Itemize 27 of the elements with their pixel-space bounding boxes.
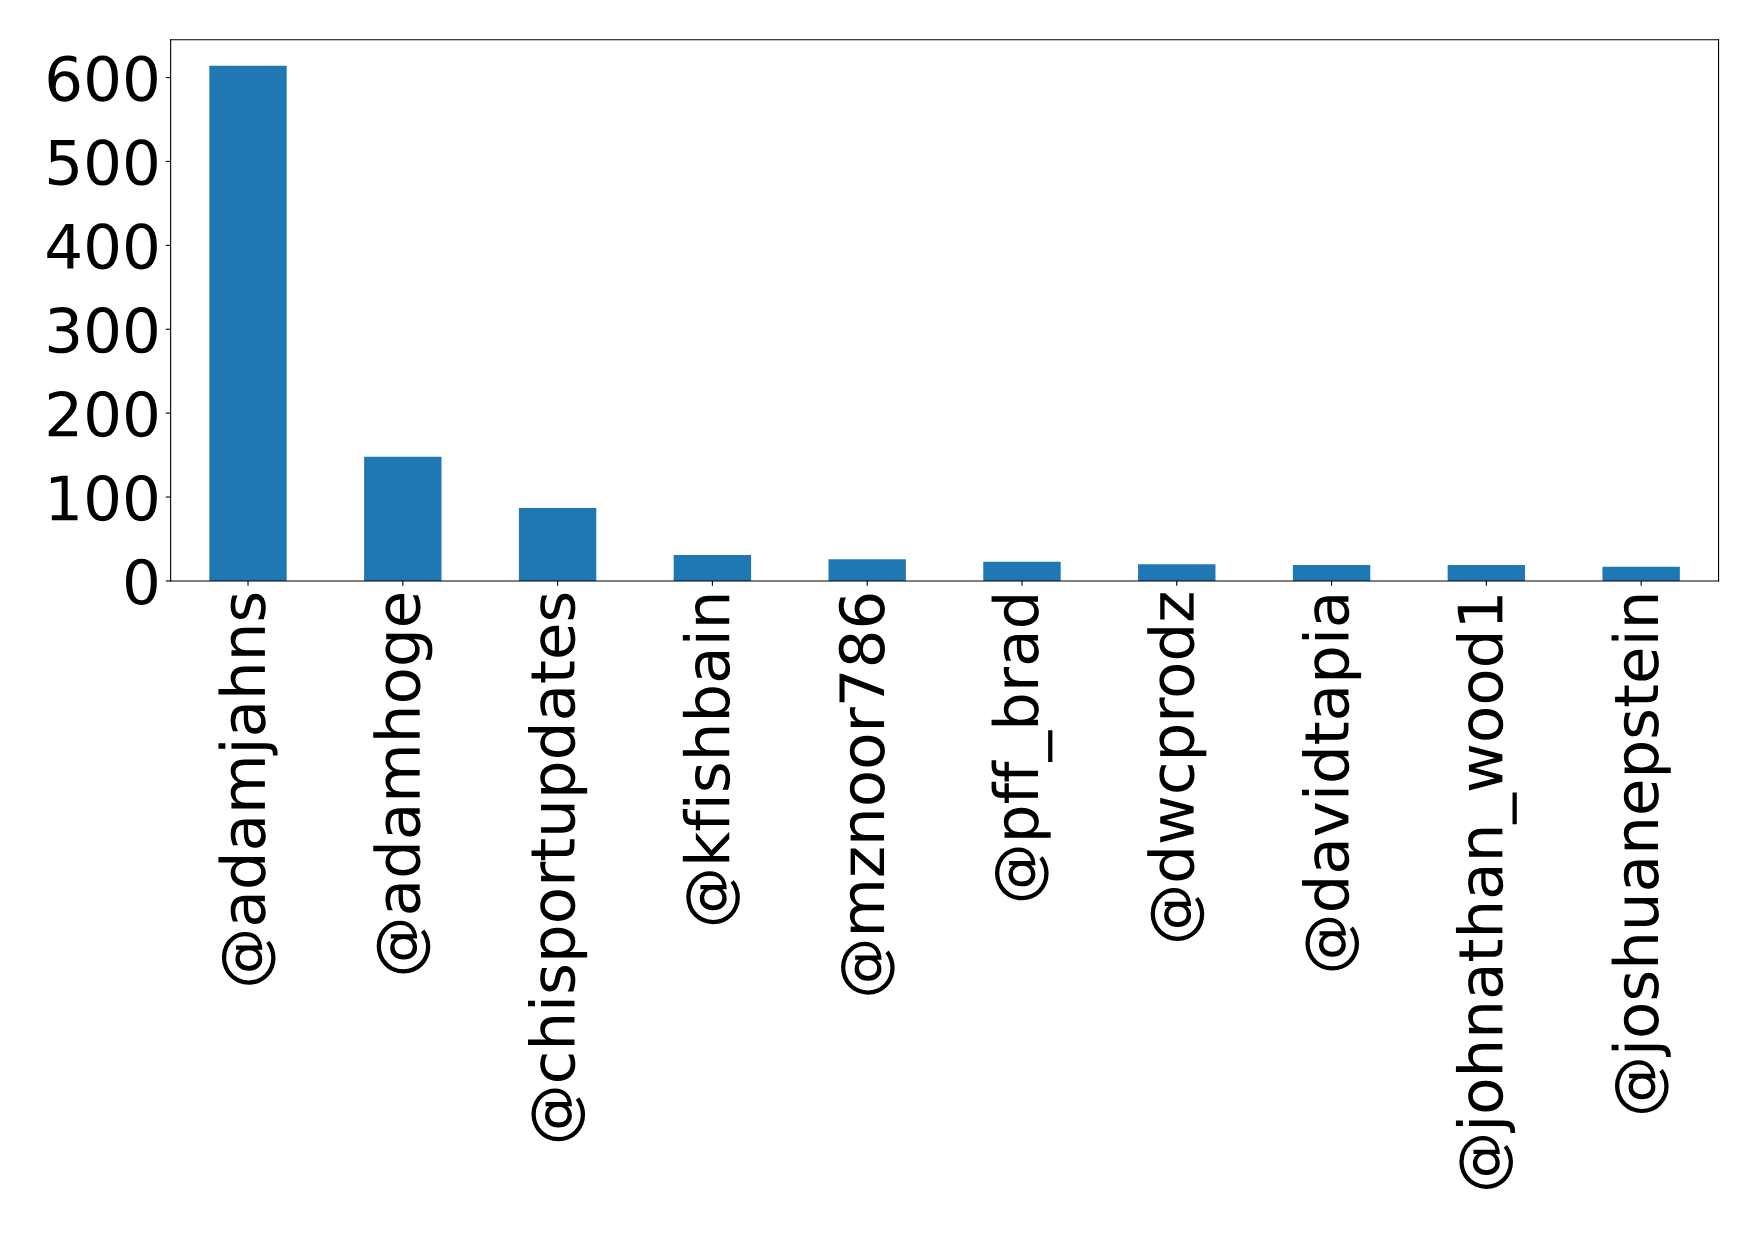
y-tick-label: 200 [48, 391, 157, 438]
y-tick-label: 0 [126, 558, 157, 606]
x-tick-label: @johnathan_wood1 [1455, 596, 1517, 1189]
x-tick-label: @joshuanepstein [1611, 595, 1671, 1114]
bar [518, 507, 597, 581]
x-tick-label: @davidtapia [1301, 596, 1362, 971]
x-tick-label: @chisportupdates [528, 593, 588, 1142]
y-tick-label: 100 [50, 474, 157, 522]
bar [209, 65, 287, 581]
x-tick-label: @dwcprodz [1147, 593, 1207, 941]
bar [983, 561, 1061, 581]
bar [1602, 566, 1680, 581]
bar [1447, 565, 1526, 581]
x-tick-label: @mznoor786 [838, 594, 895, 995]
bar [1138, 564, 1216, 581]
y-tick-label: 500 [48, 139, 157, 186]
x-tick-label: @pff_brad [991, 596, 1053, 901]
x-tick-label: @adamjahns [218, 593, 278, 985]
x-tick-label: @kfishbain [682, 595, 740, 925]
y-tick-label: 600 [48, 55, 157, 102]
bar [828, 559, 906, 581]
bar [1292, 565, 1371, 581]
x-tick-label: @adamhoge [373, 593, 433, 974]
bar [673, 554, 752, 581]
y-tick-label: 400 [47, 223, 157, 270]
y-tick-label: 300 [48, 307, 157, 354]
bar [364, 456, 442, 581]
